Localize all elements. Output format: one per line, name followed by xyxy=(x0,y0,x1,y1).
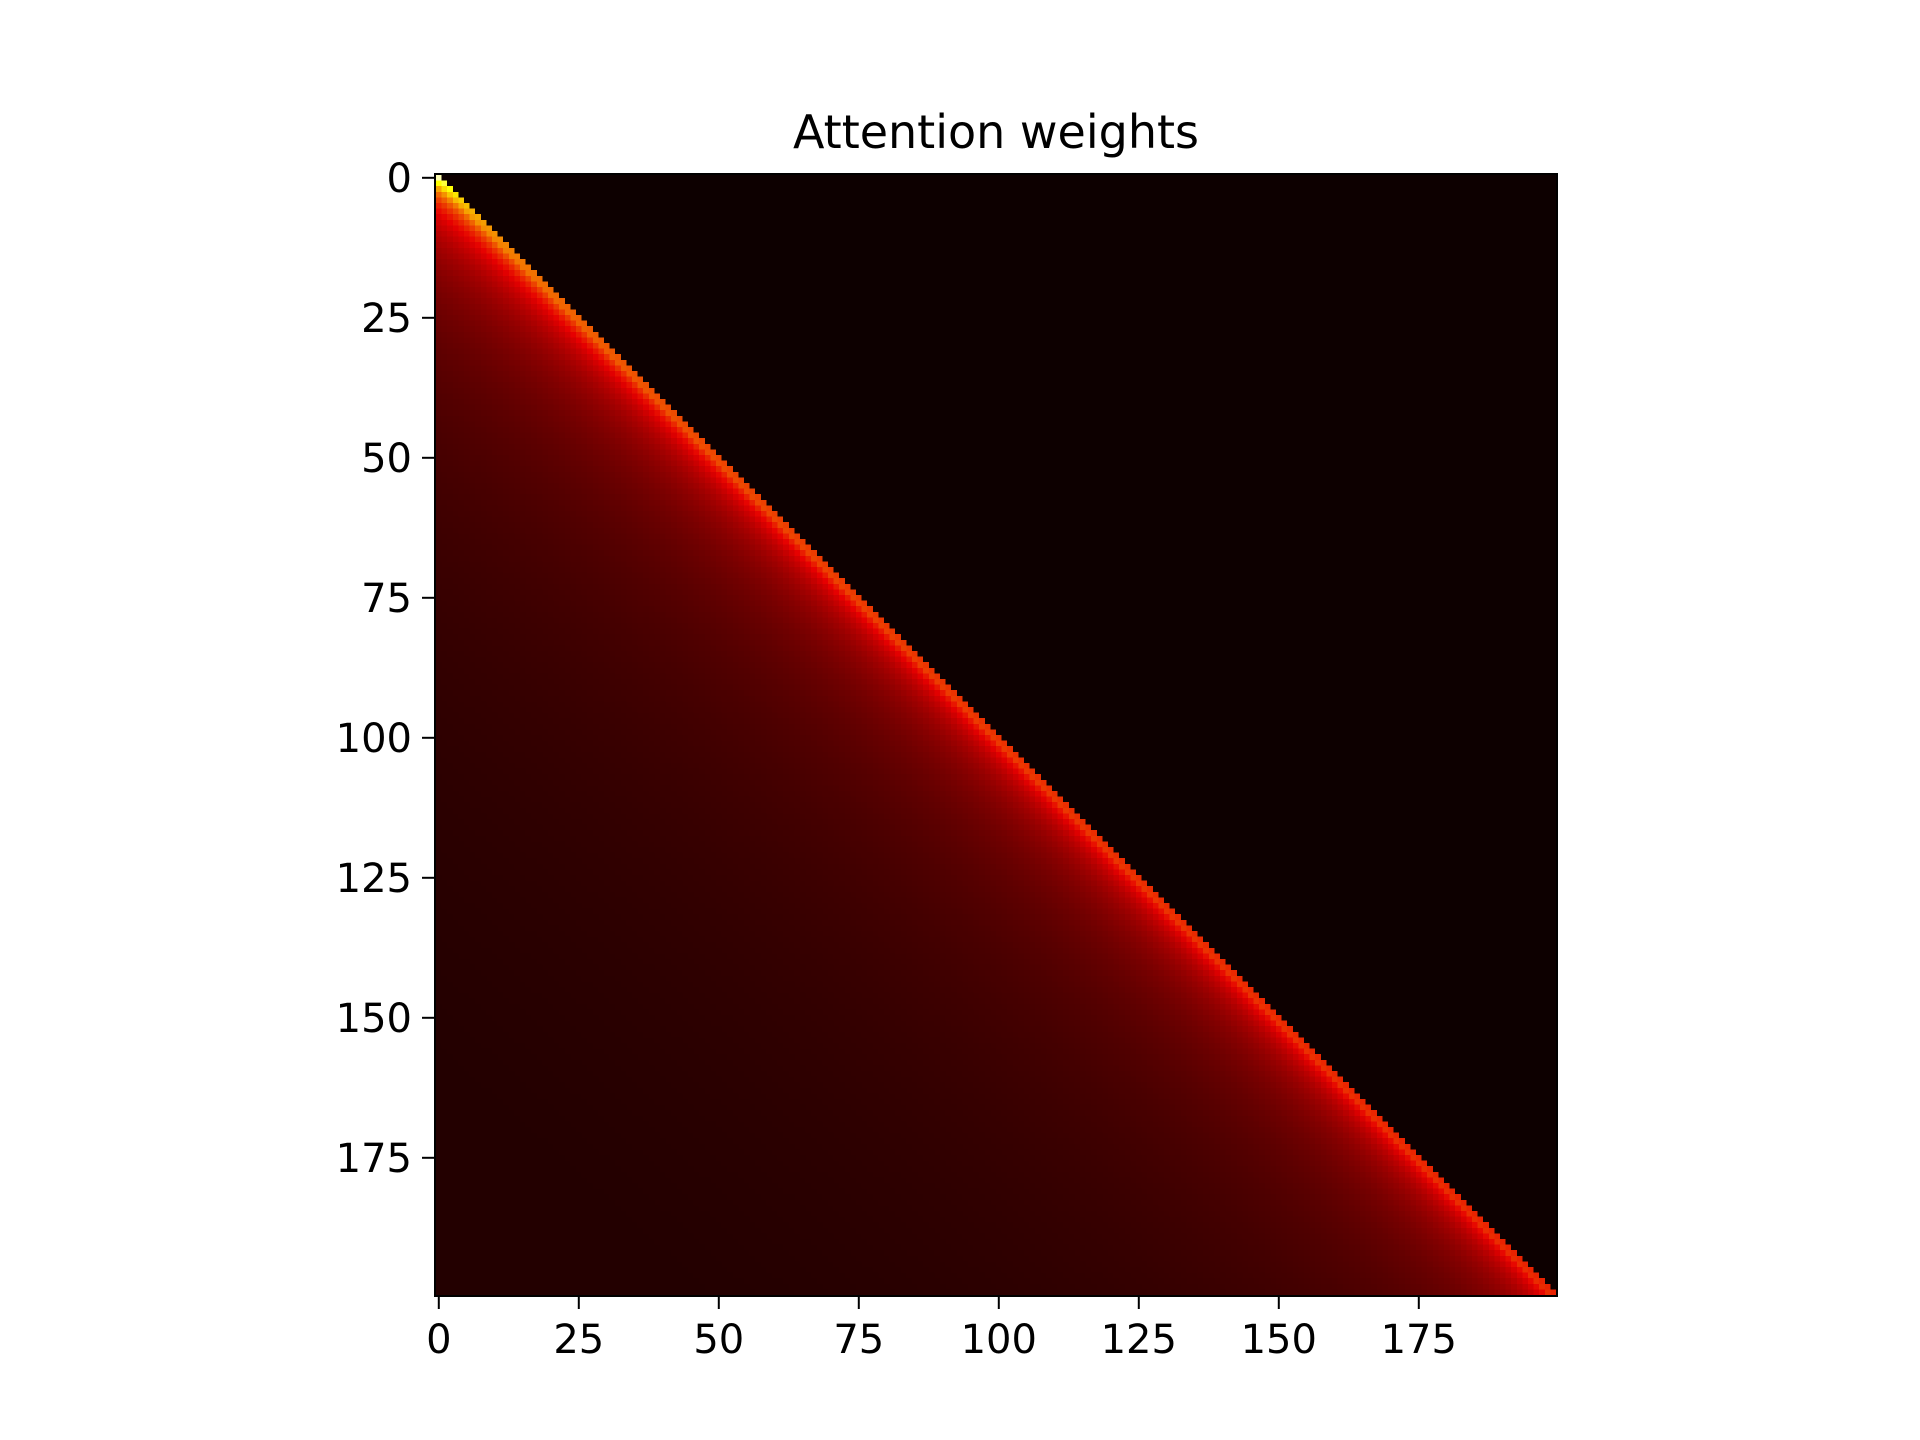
y-axis: 0 25 50 75 100 125 150 175 xyxy=(336,156,436,1182)
y-tick-label: 150 xyxy=(336,996,412,1042)
x-tick-label: 25 xyxy=(553,1317,604,1363)
x-tick-label: 0 xyxy=(426,1317,451,1363)
chart-title: Attention weights xyxy=(793,105,1199,159)
y-tick-label: 25 xyxy=(361,296,412,342)
heatmap-cells xyxy=(436,175,1556,1295)
x-tick-label: 100 xyxy=(961,1317,1037,1363)
x-tick-label: 75 xyxy=(833,1317,884,1363)
y-tick-label: 125 xyxy=(336,856,412,902)
x-tick-label: 150 xyxy=(1241,1317,1317,1363)
x-tick-label: 50 xyxy=(693,1317,744,1363)
y-tick-label: 100 xyxy=(336,716,412,762)
heatmap-plot-area xyxy=(434,173,1558,1297)
x-axis: 0 25 50 75 100 125 150 175 xyxy=(426,1295,1457,1363)
y-tick-label: 75 xyxy=(361,576,412,622)
y-tick-label: 50 xyxy=(361,436,412,482)
y-tick-label: 175 xyxy=(336,1136,412,1182)
x-tick-label: 175 xyxy=(1381,1317,1457,1363)
x-tick-label: 125 xyxy=(1101,1317,1177,1363)
y-tick-label: 0 xyxy=(387,156,412,202)
